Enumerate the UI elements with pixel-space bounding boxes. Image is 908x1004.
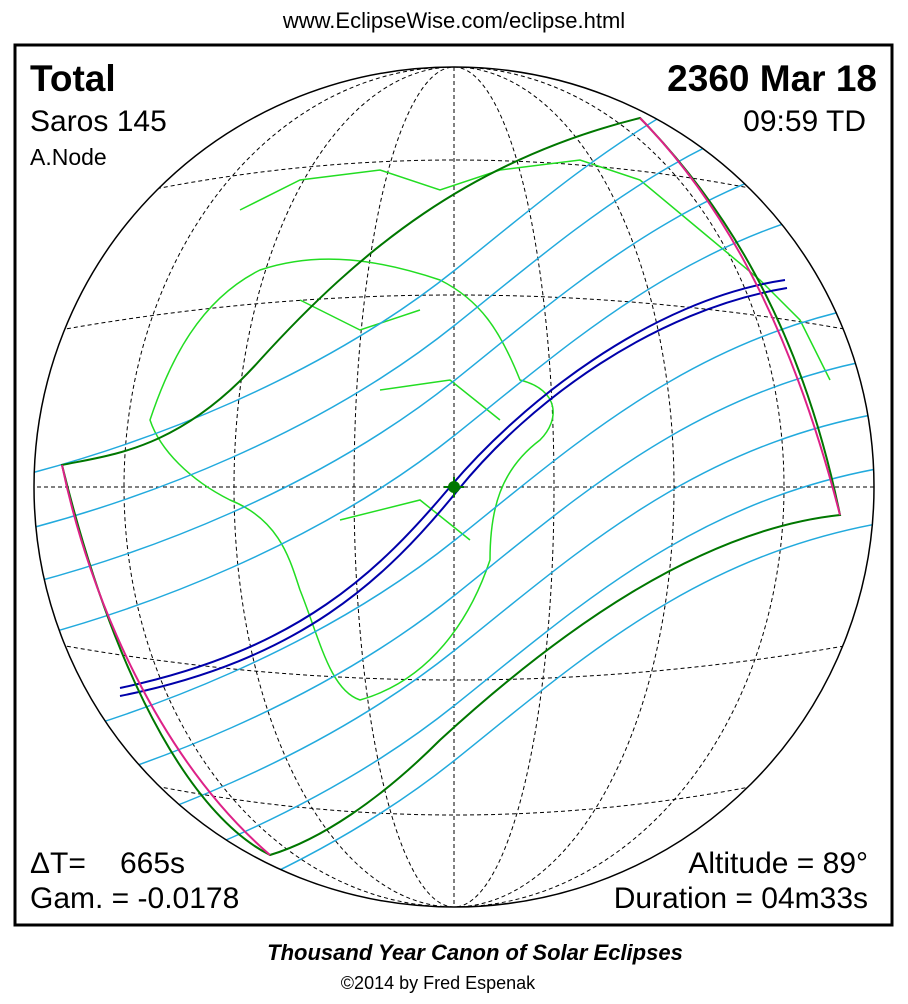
frame bbox=[13, 43, 894, 927]
saros: Saros 145 bbox=[30, 105, 167, 138]
url: www.EclipseWise.com/eclipse.html bbox=[282, 8, 625, 33]
greatest-eclipse bbox=[448, 481, 460, 493]
globe-outline bbox=[33, 66, 875, 908]
globe bbox=[34, 67, 874, 907]
date: 2360 Mar 18 bbox=[667, 58, 877, 99]
delta-t-value: 665s bbox=[120, 847, 185, 880]
duration: Duration = 04m33s bbox=[614, 882, 868, 915]
gamma: Gam. = -0.0178 bbox=[30, 882, 239, 915]
altitude: Altitude = 89° bbox=[688, 847, 868, 880]
footer-credit: ©2014 by Fred Espenak bbox=[341, 973, 536, 993]
delta-t-label: ΔT= bbox=[30, 847, 86, 880]
eclipse-type: Total bbox=[30, 58, 116, 99]
node: A.Node bbox=[30, 144, 107, 170]
footer-title: Thousand Year Canon of Solar Eclipses bbox=[267, 940, 683, 965]
time: 09:59 TD bbox=[743, 105, 866, 138]
